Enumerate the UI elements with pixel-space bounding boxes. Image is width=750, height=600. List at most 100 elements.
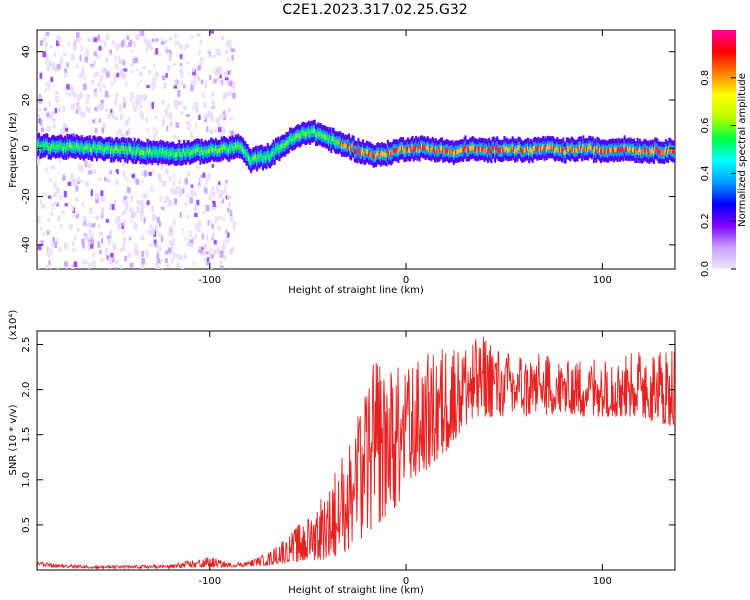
noise-speck	[104, 67, 108, 74]
noise-speck	[54, 201, 58, 205]
band-core	[614, 147, 617, 153]
noise-speck	[205, 204, 210, 212]
band-core	[216, 148, 219, 154]
band-core	[91, 148, 94, 153]
noise-speck	[221, 111, 226, 117]
band-core	[346, 143, 349, 149]
noise-speck	[163, 199, 167, 204]
band-core	[385, 153, 388, 158]
noise-speck	[203, 185, 207, 191]
band-core	[482, 146, 485, 152]
band-core	[313, 128, 316, 133]
noise-speck	[172, 252, 176, 259]
band-core	[400, 146, 403, 152]
noise-speck	[102, 197, 106, 202]
band-core	[495, 146, 498, 151]
noise-speck	[229, 248, 233, 255]
noise-speck	[178, 186, 182, 192]
band-core	[469, 145, 472, 151]
noise-speck	[212, 206, 216, 211]
noise-speck	[57, 215, 61, 222]
noise-speck	[49, 178, 52, 182]
noise-speck	[176, 137, 180, 142]
noise-speck	[151, 205, 155, 213]
noise-speck	[151, 38, 155, 43]
noise-speck	[103, 67, 106, 72]
noise-speck	[64, 203, 68, 207]
band-core	[370, 152, 373, 157]
noise-speck	[113, 245, 117, 251]
noise-speck	[51, 64, 55, 71]
noise-speck	[114, 179, 119, 186]
noise-speck	[109, 229, 113, 237]
band-core	[408, 147, 411, 153]
band-core	[359, 150, 362, 156]
noise-speck	[223, 254, 226, 260]
noise-speck	[73, 181, 77, 188]
noise-speck	[76, 102, 80, 110]
noise-speck	[93, 117, 97, 124]
band-core	[360, 150, 363, 156]
band-core	[589, 144, 592, 150]
band-core	[327, 137, 330, 143]
band-core	[602, 147, 605, 153]
band-core	[197, 147, 200, 153]
band-core	[191, 149, 194, 155]
band-core	[159, 148, 162, 153]
band-core	[285, 140, 288, 146]
colorbar-label: Normalized spectral amplitude	[737, 73, 748, 227]
noise-speck	[77, 94, 80, 102]
noise-speck	[213, 78, 217, 84]
noise-speck	[220, 80, 224, 84]
y-tick-label: -40	[21, 237, 32, 253]
noise-speck	[213, 240, 217, 245]
noise-speck	[62, 105, 66, 112]
noise-speck	[90, 234, 94, 238]
snr-line	[37, 336, 675, 570]
band-core	[557, 147, 560, 153]
band-core	[330, 139, 333, 145]
noise-speck	[225, 235, 229, 241]
band-core	[410, 145, 413, 151]
noise-speck	[133, 107, 137, 112]
noise-speck	[134, 34, 139, 39]
noise-speck	[113, 98, 118, 105]
band-core	[338, 139, 341, 145]
noise-speck	[155, 38, 159, 42]
band-core	[556, 145, 559, 151]
noise-speck	[219, 74, 222, 79]
band-core	[405, 148, 408, 153]
band-core	[65, 146, 68, 152]
band-core	[549, 144, 552, 150]
band-core	[186, 148, 189, 154]
band-core	[445, 147, 448, 153]
noise-speck	[177, 89, 181, 97]
band-core	[234, 142, 237, 148]
noise-speck	[198, 180, 201, 185]
band-core	[501, 148, 504, 154]
band-core	[302, 130, 305, 136]
noise-speck	[71, 263, 75, 269]
band-core	[439, 146, 442, 151]
noise-speck	[149, 43, 153, 51]
noise-speck	[204, 81, 208, 89]
band-core	[519, 147, 522, 153]
band-core	[278, 148, 281, 153]
band-core	[68, 142, 71, 148]
noise-speck	[153, 63, 156, 68]
band-core	[510, 147, 513, 153]
noise-speck	[41, 203, 46, 209]
band-core	[649, 148, 652, 154]
noise-speck	[88, 229, 92, 236]
band-core	[173, 152, 176, 158]
y-tick-label: -20	[21, 188, 32, 204]
band-core	[172, 150, 175, 156]
noise-speck	[136, 199, 140, 205]
noise-speck	[205, 177, 208, 185]
noise-speck	[135, 243, 138, 251]
noise-speck	[50, 165, 55, 170]
band-core	[279, 144, 282, 150]
noise-speck	[141, 179, 144, 183]
band-core	[584, 146, 587, 152]
x-tick-label: 100	[593, 275, 612, 286]
